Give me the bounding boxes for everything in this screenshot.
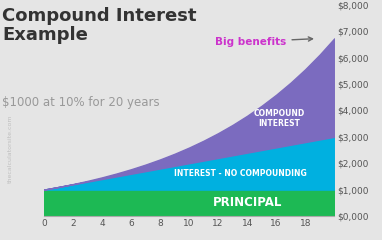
Text: INTEREST - NO COMPOUNDING: INTEREST - NO COMPOUNDING [173,169,306,178]
Text: Compound Interest
Example: Compound Interest Example [2,7,196,44]
Text: Big benefits: Big benefits [215,37,312,47]
Text: COMPOUND
INTEREST: COMPOUND INTEREST [254,109,305,128]
Text: thecalculatorsite.com: thecalculatorsite.com [8,114,13,183]
Text: PRINCIPAL: PRINCIPAL [212,196,282,209]
Text: $1000 at 10% for 20 years: $1000 at 10% for 20 years [2,96,160,109]
